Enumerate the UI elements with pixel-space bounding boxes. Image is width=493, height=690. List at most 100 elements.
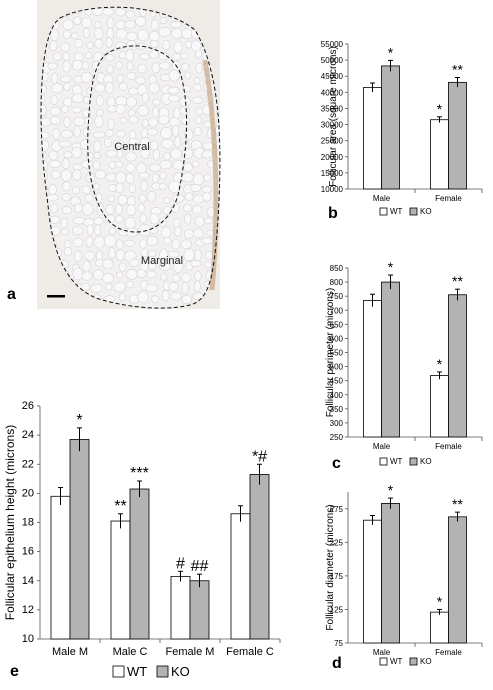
- follicle: [162, 206, 173, 216]
- follicle: [184, 40, 193, 49]
- follicle: [49, 116, 62, 125]
- x-tick-label: Male: [373, 648, 391, 657]
- follicle: [128, 115, 139, 124]
- panel-label-e: e: [10, 663, 19, 680]
- follicle: [170, 148, 183, 160]
- y-tick-label: 250: [330, 433, 344, 442]
- legend-swatch-ko: [156, 665, 169, 678]
- panel-label-d: d: [332, 655, 342, 672]
- follicle: [62, 30, 72, 40]
- significance-mark: #: [176, 555, 185, 572]
- y-tick-label: 45000: [321, 72, 344, 81]
- y-tick-label: 55000: [321, 40, 344, 49]
- follicle: [149, 212, 160, 225]
- follicle: [126, 61, 134, 71]
- follicle: [201, 150, 213, 159]
- bar-ko: [249, 474, 270, 640]
- follicle: [113, 281, 126, 293]
- follicle: [102, 273, 114, 284]
- follicle: [73, 116, 85, 127]
- follicle: [94, 38, 104, 49]
- follicle: [181, 28, 193, 40]
- bar-wt: [170, 575, 191, 640]
- follicle: [116, 148, 124, 159]
- x-tick-label: Female: [435, 442, 462, 451]
- follicle: [138, 224, 151, 237]
- follicle: [93, 183, 100, 190]
- follicle: [159, 182, 167, 191]
- follicle: [61, 193, 72, 202]
- follicle: [83, 96, 91, 104]
- follicle: [163, 197, 171, 204]
- panel-label-b: b: [328, 205, 338, 222]
- follicle: [145, 283, 158, 293]
- follicle: [193, 280, 201, 293]
- bar-ko: [448, 294, 467, 438]
- follicle: [173, 41, 183, 54]
- follicle: [159, 159, 173, 170]
- follicle: [106, 16, 114, 29]
- follicle: [60, 169, 72, 182]
- follicle: [93, 235, 105, 249]
- follicle: [81, 282, 90, 292]
- follicle: [73, 237, 84, 247]
- follicle: [118, 262, 127, 272]
- follicle: [93, 152, 101, 159]
- legend-label-ko: KO: [171, 664, 190, 679]
- follicle: [115, 249, 125, 261]
- bar-ko: [69, 439, 90, 640]
- follicle: [184, 128, 194, 141]
- follicle: [46, 194, 59, 201]
- y-tick-label: 550: [330, 349, 344, 358]
- legend-swatch-wt: [112, 665, 125, 678]
- follicle: [179, 105, 190, 115]
- bar-wt: [110, 520, 131, 640]
- follicle: [152, 172, 159, 184]
- y-tick-label: 400: [330, 391, 344, 400]
- follicle: [102, 258, 114, 270]
- y-tick-label: 125: [330, 605, 344, 614]
- follicle: [125, 227, 139, 238]
- y-tick-label: 20000: [321, 153, 344, 162]
- follicle: [60, 129, 73, 139]
- follicle: [180, 63, 190, 71]
- marginal-region-outline: [40, 6, 221, 309]
- legend-label-ko: KO: [420, 207, 432, 216]
- follicle: [59, 42, 71, 52]
- legend-label-ko: KO: [420, 657, 432, 666]
- y-tick-label: 750: [330, 292, 344, 301]
- follicle: [149, 50, 159, 59]
- follicle: [139, 53, 150, 61]
- follicle: [115, 171, 127, 184]
- significance-mark: **: [452, 62, 463, 78]
- follicle: [41, 72, 49, 82]
- follicle: [119, 82, 128, 91]
- follicle: [204, 251, 214, 260]
- follicle: [63, 151, 73, 159]
- follicle: [137, 291, 149, 304]
- follicle: [135, 42, 147, 50]
- follicle: [163, 152, 171, 161]
- follicle: [115, 271, 124, 279]
- follicle: [160, 127, 173, 139]
- x-tick-label: Male C: [113, 646, 148, 658]
- follicle: [148, 250, 157, 258]
- legend-swatch-ko: [409, 657, 418, 666]
- y-tick-label: 450: [330, 377, 344, 386]
- follicle: [138, 239, 148, 249]
- follicle: [62, 51, 70, 61]
- follicle: [125, 269, 138, 280]
- y-tick-label: 24: [22, 429, 34, 441]
- bar-ko: [381, 503, 400, 644]
- follicle: [158, 114, 170, 125]
- follicle: [160, 273, 168, 281]
- follicle: [115, 215, 124, 224]
- follicle: [114, 41, 127, 49]
- y-tick-label: 700: [330, 306, 344, 315]
- follicle: [60, 75, 72, 83]
- follicle: [124, 20, 137, 29]
- follicle: [181, 282, 190, 295]
- legend-label-wt: WT: [127, 664, 147, 679]
- follicle: [115, 28, 128, 40]
